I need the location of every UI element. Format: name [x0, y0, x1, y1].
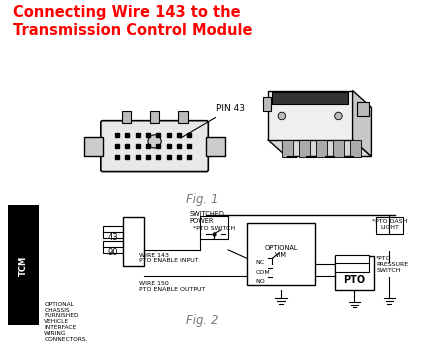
Polygon shape — [268, 91, 352, 139]
Bar — [103, 242, 123, 253]
Polygon shape — [268, 139, 371, 156]
Text: Fig. 1: Fig. 1 — [186, 193, 218, 206]
Bar — [150, 111, 159, 122]
Text: OPTIONAL
VIM: OPTIONAL VIM — [264, 245, 298, 258]
Text: WIRE 150
PTO ENABLE OUTPUT: WIRE 150 PTO ENABLE OUTPUT — [139, 281, 205, 292]
Text: NO: NO — [256, 279, 265, 284]
Bar — [103, 226, 123, 238]
Bar — [122, 111, 131, 122]
FancyBboxPatch shape — [101, 121, 208, 172]
Text: 43: 43 — [108, 233, 118, 242]
Text: *PTO SWITCH: *PTO SWITCH — [193, 226, 235, 231]
Bar — [206, 137, 225, 156]
Bar — [316, 139, 327, 156]
Bar — [247, 222, 315, 285]
Bar — [200, 216, 228, 238]
Text: SWITCHED
POWER: SWITCHED POWER — [189, 211, 224, 224]
Text: COM: COM — [256, 270, 270, 275]
Bar — [8, 204, 39, 325]
Text: WIRE 143
PTO ENABLE INPUT: WIRE 143 PTO ENABLE INPUT — [139, 253, 198, 264]
Text: *PTO DASH
LIGHT: *PTO DASH LIGHT — [372, 219, 407, 229]
Text: 90: 90 — [108, 248, 118, 257]
Bar — [282, 139, 293, 156]
Text: PIN 43: PIN 43 — [181, 104, 245, 138]
Bar — [272, 92, 348, 104]
Circle shape — [278, 112, 285, 120]
Text: OPTIONAL
CHASSIS
FURNISHED
VEHICLE
INTERFACE
WIRING
CONNECTORS.: OPTIONAL CHASSIS FURNISHED VEHICLE INTER… — [44, 302, 88, 342]
Text: PTO: PTO — [344, 275, 365, 285]
Bar — [263, 97, 271, 111]
Bar — [335, 256, 374, 290]
Text: TCM: TCM — [19, 256, 28, 276]
Bar — [357, 102, 369, 116]
Text: Fig. 2: Fig. 2 — [186, 314, 218, 327]
Circle shape — [335, 112, 342, 120]
Text: Connecting Wire 143 to the
Transmission Control Module: Connecting Wire 143 to the Transmission … — [13, 5, 253, 38]
Bar — [350, 139, 361, 156]
Bar — [178, 111, 188, 122]
Bar — [84, 137, 103, 156]
Polygon shape — [352, 91, 371, 156]
Bar — [123, 217, 144, 266]
Bar — [299, 139, 310, 156]
Bar — [335, 255, 369, 272]
Circle shape — [148, 135, 161, 148]
Bar — [376, 217, 402, 234]
Text: NC: NC — [256, 260, 264, 265]
Bar — [333, 139, 344, 156]
Text: *PTO
PRESSURE
SWITCH: *PTO PRESSURE SWITCH — [376, 256, 408, 273]
